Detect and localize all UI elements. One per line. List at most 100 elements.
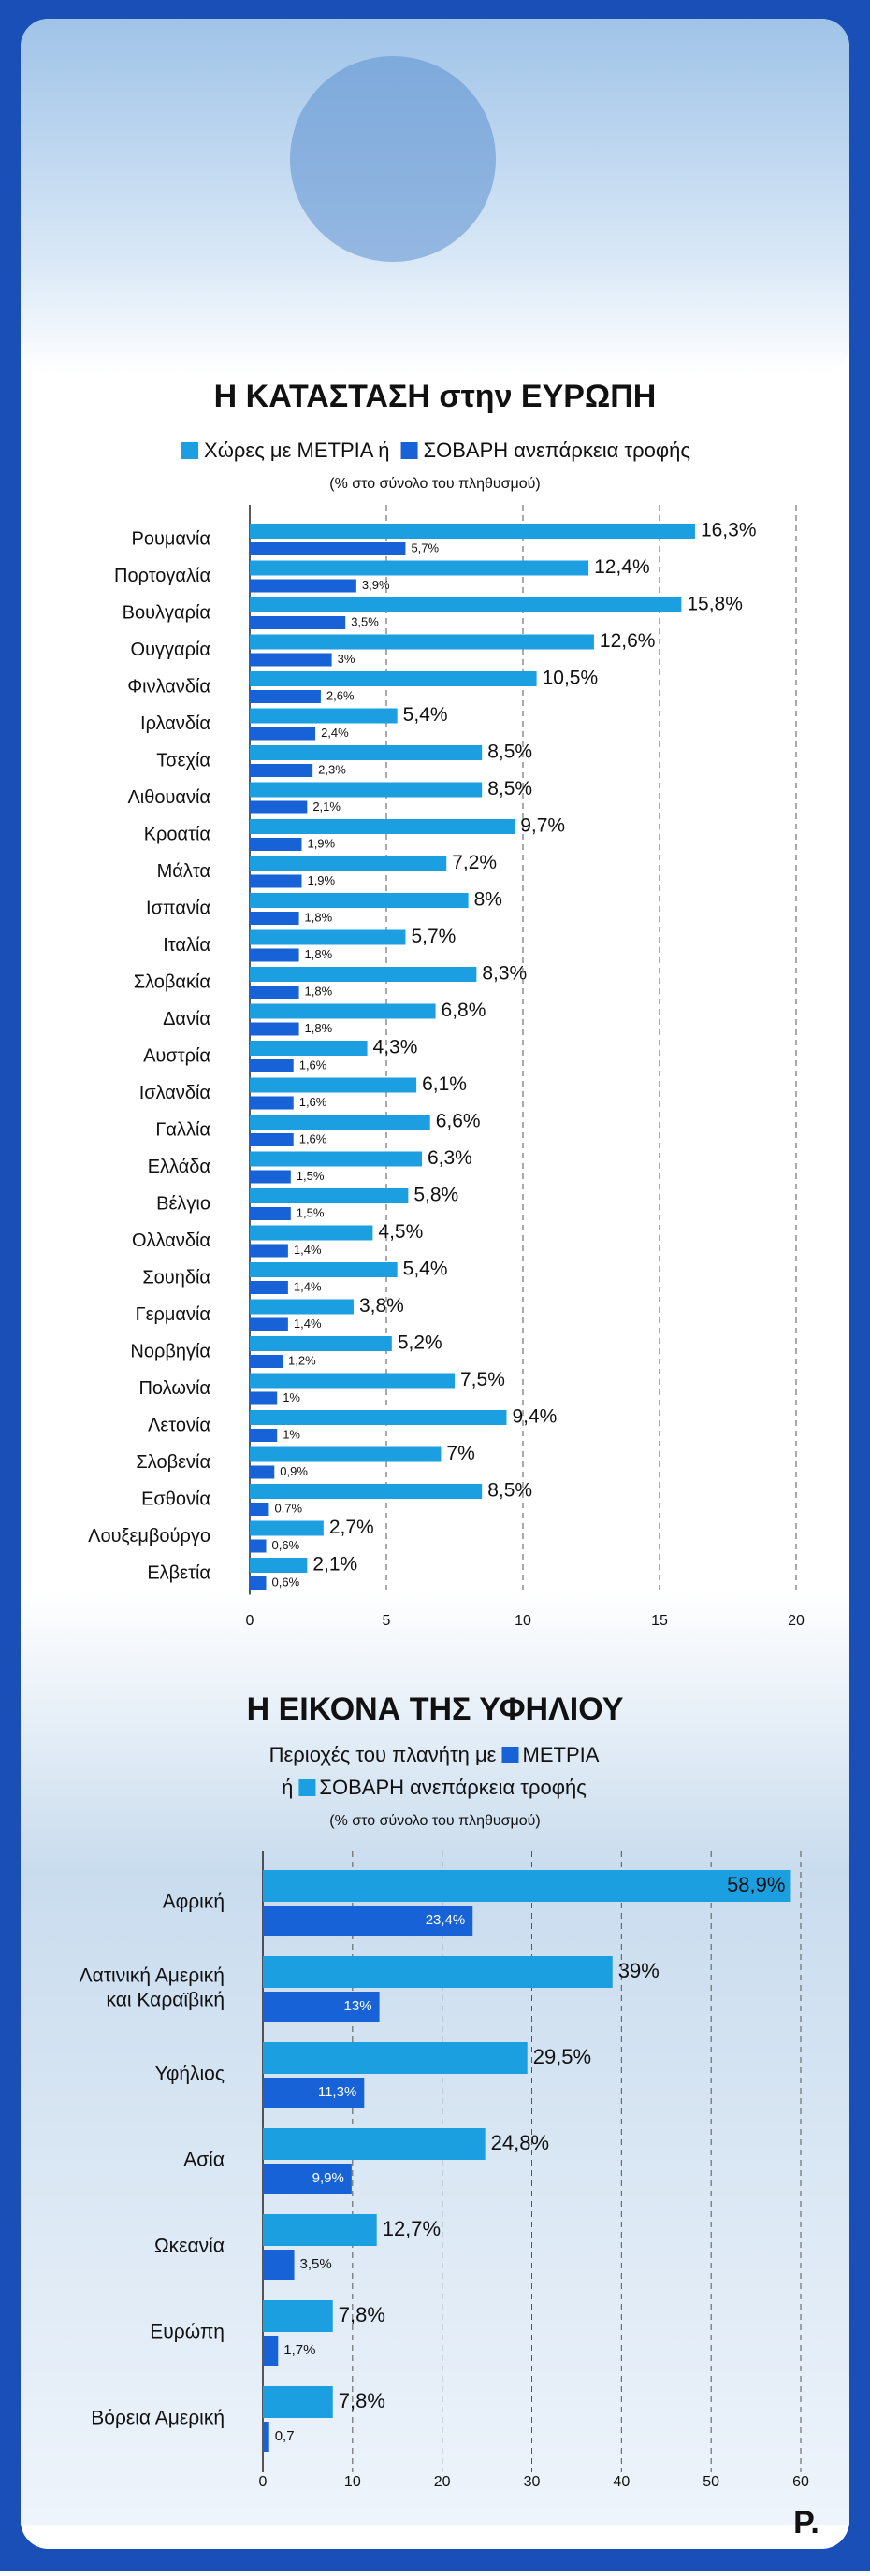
- globe: [290, 56, 496, 262]
- bar: [250, 948, 299, 962]
- bar: [250, 1077, 417, 1093]
- bar: [250, 690, 321, 703]
- bar: [250, 1520, 324, 1536]
- value-label: 8,5%: [487, 741, 532, 763]
- value-label: 16,3%: [701, 520, 757, 541]
- category-label: Ελλάδα: [148, 1157, 210, 1177]
- bar: [250, 1096, 294, 1110]
- bar: [250, 1244, 288, 1258]
- value-label: 23,4%: [426, 1912, 466, 1928]
- value-label: 6,3%: [428, 1147, 472, 1169]
- value-label: 1,7%: [283, 2342, 315, 2358]
- value-label: 7,5%: [460, 1369, 505, 1390]
- category-label: Ισλανδία: [139, 1083, 210, 1103]
- legend-swatch: [501, 1747, 519, 1763]
- bar: [250, 745, 483, 760]
- category-label: Πορτογαλία: [114, 566, 210, 586]
- bar: [250, 1355, 283, 1368]
- legend-swatch: [298, 1779, 316, 1796]
- bar: [250, 929, 406, 945]
- bar: [263, 2386, 333, 2418]
- bar: [250, 1410, 507, 1425]
- value-label: 5,2%: [398, 1332, 442, 1354]
- value-label: 5,7%: [411, 540, 439, 554]
- value-label: 39%: [618, 1959, 660, 1982]
- legend-label: ΣΟΒΑΡΗ ανεπάρκεια τροφής: [424, 439, 690, 462]
- legend-swatch: [400, 442, 418, 459]
- value-label: 5,8%: [413, 1185, 458, 1206]
- bar: [250, 800, 308, 814]
- value-label: 1,6%: [299, 1058, 327, 1072]
- value-label: 1%: [283, 1427, 300, 1441]
- legend-text: Περιοχές του πλανήτη με: [269, 1743, 497, 1766]
- value-label: 0,9%: [280, 1464, 308, 1478]
- category-label: Ισπανία: [146, 898, 210, 918]
- category-label: Κροατία: [144, 824, 210, 844]
- category-label: Ελβετία: [147, 1562, 210, 1583]
- subtitle: (% στο σύνολο του πληθυσμού): [329, 476, 540, 492]
- bar: [250, 1429, 278, 1442]
- category-label: Ρουμανία: [132, 528, 211, 549]
- value-label: 0,6%: [272, 1575, 300, 1589]
- value-label: 2,1%: [312, 1554, 357, 1576]
- category-label: Πολωνία: [138, 1378, 210, 1399]
- bar: [250, 671, 537, 686]
- bar: [250, 838, 302, 851]
- bar: [250, 1225, 373, 1241]
- bar: [250, 1188, 409, 1203]
- bar: [263, 2250, 295, 2280]
- bar: [250, 764, 313, 777]
- value-label: 24,8%: [491, 2131, 549, 2154]
- category-label: Ιταλία: [163, 935, 210, 956]
- value-label: 1%: [283, 1390, 300, 1404]
- category-label: Λιθουανία: [127, 787, 210, 808]
- value-label: 1,4%: [294, 1279, 322, 1293]
- value-label: 1,8%: [305, 910, 333, 924]
- x-tick-label: 15: [651, 1613, 668, 1629]
- value-label: 3,5%: [300, 2256, 332, 2272]
- bar: [250, 782, 483, 798]
- bar: [250, 1059, 294, 1072]
- legend-label: Χώρες με ΜΕΤΡΙΑ ή: [204, 439, 390, 462]
- bar: [250, 1446, 442, 1462]
- value-label: 11,3%: [318, 2084, 356, 2100]
- value-label: 1,6%: [299, 1131, 327, 1145]
- bar: [263, 2422, 269, 2452]
- bar: [263, 1956, 613, 1988]
- bar: [250, 542, 406, 555]
- bar: [250, 560, 589, 576]
- category-label: Μάλτα: [157, 861, 210, 882]
- bar: [250, 616, 346, 629]
- category-label: Λουξεμβούργο: [88, 1526, 210, 1547]
- value-label: 0,7: [275, 2428, 295, 2444]
- value-label: 2,3%: [318, 762, 346, 776]
- value-label: 6,8%: [442, 1000, 486, 1021]
- legend-swatch: [181, 442, 199, 459]
- value-label: 2,7%: [329, 1517, 374, 1538]
- category-label: Ολλανδία: [132, 1230, 210, 1251]
- value-label: 1,9%: [307, 873, 335, 887]
- category-label: Αυστρία: [143, 1045, 210, 1066]
- x-tick-label: 0: [259, 2474, 268, 2490]
- bar: [250, 634, 594, 650]
- x-tick-label: 50: [703, 2474, 719, 2490]
- bar: [263, 2336, 279, 2366]
- bar: [263, 2214, 377, 2246]
- value-label: 8,5%: [487, 778, 532, 799]
- value-label: 2,6%: [326, 688, 355, 702]
- value-label: 5,4%: [403, 704, 448, 726]
- value-label: 3,8%: [359, 1295, 404, 1317]
- x-tick-label: 60: [792, 2474, 809, 2490]
- bar: [250, 727, 316, 741]
- category-label: Γερμανία: [136, 1304, 210, 1325]
- bar: [250, 912, 299, 925]
- value-label: 12,4%: [594, 556, 650, 578]
- legend-label: ΜΕΤΡΙΑ: [523, 1743, 600, 1766]
- bar: [250, 1373, 455, 1389]
- bar: [250, 524, 695, 539]
- category-label: Λατινική Αμερική: [80, 1965, 225, 1987]
- value-label: 6,1%: [422, 1073, 467, 1095]
- bar: [263, 2078, 365, 2108]
- x-tick-label: 20: [788, 1613, 805, 1629]
- category-label: Νορβηγία: [130, 1341, 210, 1361]
